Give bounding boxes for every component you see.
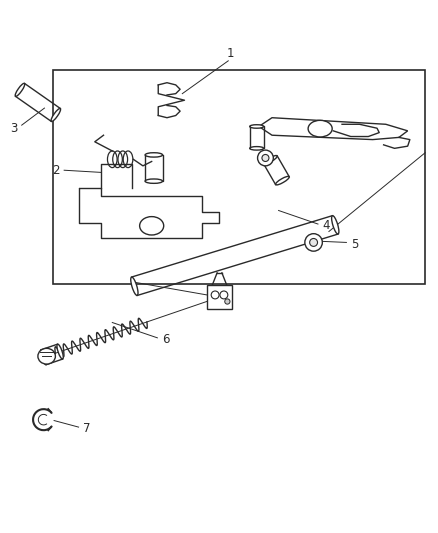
Ellipse shape: [139, 216, 163, 235]
Text: 4: 4: [321, 219, 329, 232]
Circle shape: [309, 238, 317, 246]
Text: 3: 3: [10, 122, 17, 135]
Circle shape: [261, 155, 268, 161]
Ellipse shape: [275, 176, 289, 185]
Ellipse shape: [263, 156, 277, 164]
Text: 1: 1: [226, 47, 233, 60]
Ellipse shape: [131, 277, 138, 295]
Ellipse shape: [249, 125, 263, 128]
Ellipse shape: [15, 83, 25, 96]
Ellipse shape: [51, 108, 60, 122]
Ellipse shape: [38, 349, 55, 364]
Ellipse shape: [249, 147, 263, 150]
Ellipse shape: [145, 153, 162, 157]
Text: 5: 5: [350, 238, 357, 251]
Bar: [207, 285, 231, 309]
Ellipse shape: [331, 216, 338, 234]
Circle shape: [211, 291, 219, 299]
Circle shape: [304, 233, 321, 251]
Text: 7: 7: [83, 422, 90, 435]
Ellipse shape: [145, 179, 162, 183]
Ellipse shape: [307, 120, 332, 137]
Bar: [53, 70, 424, 284]
Text: 2: 2: [52, 164, 60, 177]
Circle shape: [224, 299, 230, 304]
Ellipse shape: [57, 344, 63, 359]
Circle shape: [219, 291, 227, 299]
Polygon shape: [258, 118, 407, 140]
Ellipse shape: [40, 350, 46, 365]
Text: 6: 6: [161, 333, 169, 346]
Circle shape: [257, 150, 273, 166]
